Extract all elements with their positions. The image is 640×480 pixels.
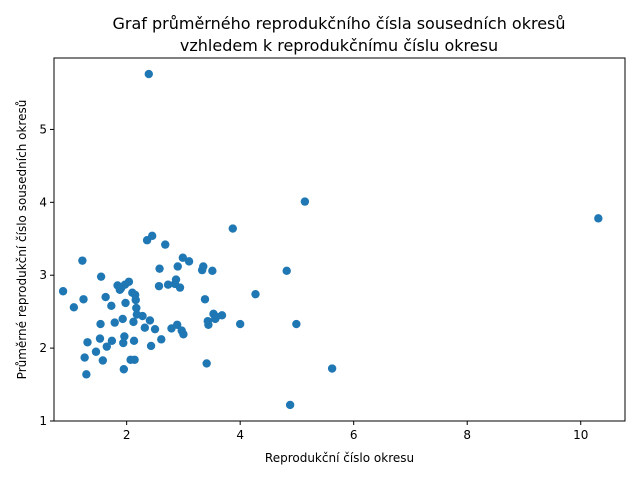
x-tick-label: 10: [573, 428, 588, 442]
data-point: [292, 319, 301, 329]
chart-title-line-1: Graf průměrného reprodukčního čísla sous…: [112, 14, 565, 33]
data-point: [58, 287, 68, 296]
data-point: [147, 231, 157, 241]
data-point: [327, 364, 337, 373]
data-point: [594, 214, 603, 223]
x-tick-label: 8: [463, 428, 471, 442]
data-point: [146, 341, 156, 351]
data-point: [178, 253, 188, 262]
data-point: [138, 311, 147, 321]
data-point: [79, 295, 88, 304]
data-point: [217, 311, 227, 320]
x-tick-label: 4: [236, 428, 244, 442]
x-tick-label: 2: [123, 428, 131, 442]
plot-area-frame: [53, 57, 626, 422]
data-point: [107, 301, 116, 311]
x-axis-label: Reprodukční číslo okresu: [265, 451, 414, 465]
data-point: [228, 224, 237, 233]
data-point: [282, 266, 291, 276]
data-point: [119, 365, 129, 374]
data-point: [120, 332, 129, 341]
data-point: [150, 324, 160, 334]
data-point: [285, 400, 295, 410]
data-point: [184, 257, 194, 266]
data-point: [172, 320, 182, 329]
data-point: [204, 320, 213, 329]
data-point: [144, 69, 153, 79]
data-point: [119, 338, 128, 348]
data-point: [173, 262, 182, 271]
y-tick-label: 2: [39, 341, 47, 355]
data-point: [171, 275, 181, 284]
data-point: [78, 256, 87, 265]
data-point: [102, 342, 111, 351]
data-point: [101, 292, 110, 302]
data-point: [200, 295, 210, 304]
data-point: [208, 266, 217, 276]
data-point: [121, 298, 130, 308]
data-point: [154, 281, 164, 291]
data-point: [140, 323, 150, 332]
data-point: [163, 280, 173, 289]
data-point: [96, 272, 106, 281]
y-tick-label: 5: [39, 122, 47, 136]
data-point: [96, 319, 105, 329]
data-point: [95, 334, 105, 343]
data-point: [202, 359, 211, 368]
data-point: [235, 319, 245, 329]
data-point: [161, 240, 170, 249]
chart-title-line-2: vzhledem k reprodukčnímu číslu okresu: [180, 36, 498, 55]
y-axis-label: Průměrné reprodukční číslo sousedních ok…: [15, 100, 29, 380]
data-point: [145, 316, 155, 325]
y-tick-label: 1: [39, 414, 47, 428]
data-point: [130, 355, 139, 364]
data-point: [107, 336, 117, 346]
data-point: [110, 318, 119, 327]
data-point: [199, 262, 208, 271]
data-point: [157, 335, 166, 344]
data-point: [131, 295, 140, 305]
data-point: [132, 303, 141, 313]
data-point: [300, 197, 310, 206]
data-point: [129, 317, 138, 327]
data-point: [80, 353, 89, 362]
data-point: [124, 277, 134, 286]
data-point: [155, 264, 164, 273]
y-tick-label: 4: [39, 195, 47, 209]
data-point: [82, 370, 91, 379]
data-point: [251, 289, 260, 299]
data-point: [91, 347, 101, 356]
data-point: [98, 356, 108, 365]
data-point: [175, 283, 185, 292]
data-point: [69, 303, 79, 312]
data-point: [118, 314, 127, 324]
x-tick-label: 6: [350, 428, 358, 442]
data-point: [129, 336, 139, 346]
x-axis-ticks: 2 4 6 8 10: [123, 421, 588, 442]
y-tick-label: 3: [39, 268, 47, 282]
data-point: [179, 330, 188, 339]
data-point: [83, 338, 92, 347]
data-points: [58, 69, 603, 410]
y-axis-ticks: 1 2 3 4 5: [39, 122, 54, 428]
